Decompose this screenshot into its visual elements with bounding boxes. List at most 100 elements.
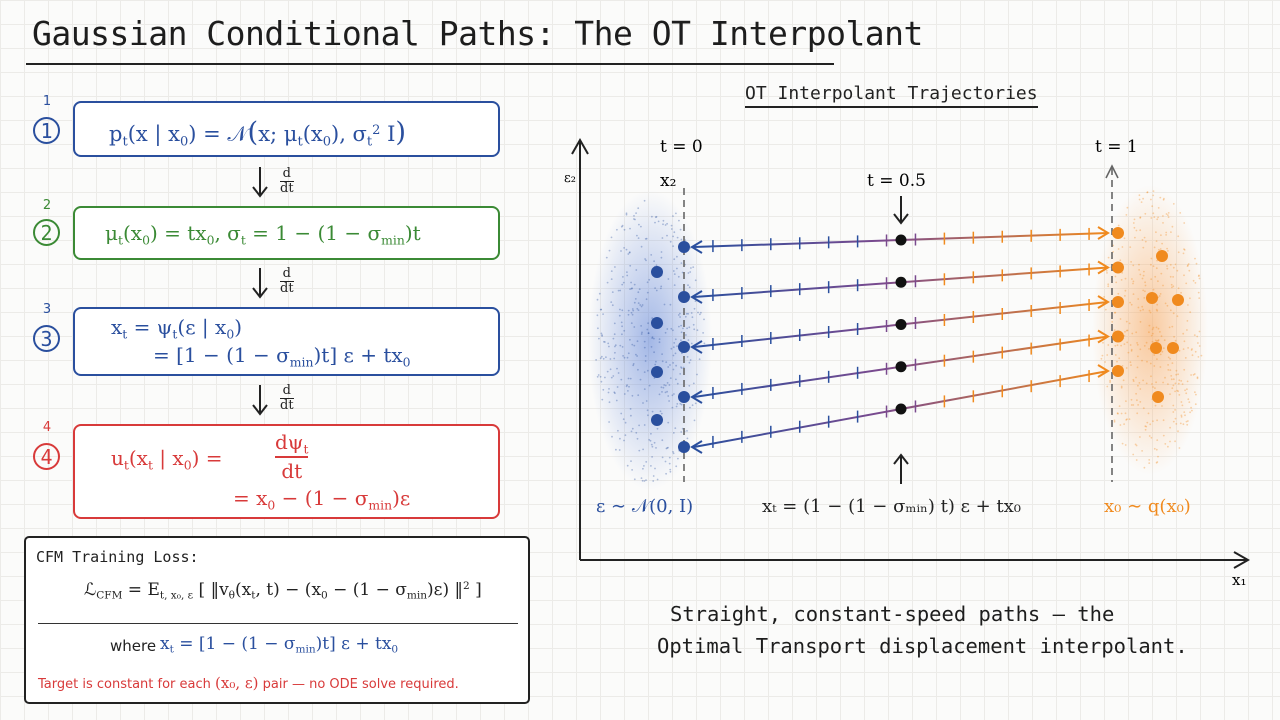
target-speckle: [1180, 380, 1183, 382]
target-speckle: [1159, 331, 1161, 333]
source-speckle: [639, 304, 642, 306]
source-speckle: [614, 266, 616, 268]
source-speckle: [635, 353, 637, 356]
target-speckle: [1198, 277, 1201, 280]
target-speckle: [1113, 311, 1116, 314]
source-speckle: [652, 480, 655, 482]
target-speckle: [1197, 356, 1200, 358]
target-speckle: [1188, 401, 1191, 403]
source-speckle: [615, 399, 618, 402]
source-speckle: [676, 382, 679, 385]
source-speckle: [648, 278, 651, 281]
source-speckle: [654, 216, 657, 219]
source-speckle: [643, 465, 645, 467]
target-speckle: [1139, 321, 1142, 323]
target-speckle: [1177, 430, 1179, 433]
target-speckle: [1155, 231, 1157, 234]
source-speckle: [654, 221, 656, 224]
target-speckle: [1170, 231, 1172, 233]
source-speckle: [660, 386, 663, 389]
target-speckle: [1144, 290, 1146, 293]
step-3-number: 3: [42, 302, 52, 317]
source-speckle: [650, 346, 653, 348]
target-speckle: [1137, 384, 1139, 387]
source-speckle: [676, 345, 678, 347]
target-speckle: [1194, 391, 1196, 394]
source-speckle: [674, 427, 677, 429]
source-cloud: [588, 190, 712, 490]
source-speckle: [614, 392, 616, 395]
target-speckle: [1119, 259, 1122, 262]
target-speckle: [1170, 378, 1173, 381]
target-speckle: [1169, 369, 1172, 371]
target-speckle: [1177, 390, 1179, 393]
source-speckle: [634, 298, 637, 300]
source-speckle: [675, 465, 678, 468]
source-speckle: [596, 375, 599, 378]
target-speckle: [1155, 326, 1158, 329]
target-speckle: [1144, 425, 1147, 427]
source-speckle: [612, 337, 615, 340]
source-speckle: [660, 285, 663, 288]
source-speckle: [692, 323, 695, 326]
target-speckle: [1143, 466, 1146, 469]
target-speckle: [1182, 348, 1185, 350]
derivative-label-1: d dt: [280, 166, 294, 196]
target-speckle: [1125, 329, 1128, 332]
target-speckle: [1113, 420, 1116, 423]
target-speckle: [1138, 269, 1140, 271]
target-speckle: [1129, 344, 1132, 346]
target-speckle: [1181, 404, 1184, 407]
source-speckle: [655, 447, 657, 449]
source-speckle: [654, 287, 656, 289]
arrowhead-right: [1097, 295, 1110, 309]
source-speckle: [655, 360, 657, 363]
source-speckle: [666, 390, 668, 393]
target-speckle: [1100, 357, 1103, 360]
target-speckle: [1131, 278, 1133, 280]
target-speckle: [1198, 330, 1201, 333]
equation-box-2: μt(x0) = tx0, σt = 1 − (1 − σmin)t: [73, 206, 500, 260]
source-speckle: [680, 331, 683, 334]
source-speckle: [682, 327, 684, 330]
source-speckle: [651, 215, 653, 218]
source-speckle: [670, 327, 673, 330]
midpoint: [895, 276, 907, 288]
source-speckle: [698, 358, 701, 361]
target-speckle: [1189, 311, 1192, 314]
target-speckle: [1153, 447, 1156, 450]
target-speckle: [1155, 381, 1157, 384]
source-speckle: [637, 368, 639, 371]
target-speckle: [1183, 249, 1186, 251]
equation-4-line-2: = x0 − (1 − σmin)ε: [233, 486, 411, 513]
source-speckle: [619, 437, 621, 440]
source-speckle: [597, 327, 599, 330]
target-speckle: [1150, 436, 1153, 439]
source-speckle: [631, 394, 634, 397]
target-speckle: [1145, 425, 1148, 428]
target-speckle: [1135, 331, 1138, 334]
source-speckle: [620, 225, 623, 228]
source-speckle: [642, 402, 644, 404]
source-speckle: [665, 447, 668, 450]
source-speckle: [661, 360, 664, 363]
source-speckle: [680, 339, 682, 342]
target-speckle: [1124, 295, 1126, 297]
source-speckle: [643, 388, 646, 390]
source-speckle: [606, 370, 609, 373]
target-speckle: [1141, 305, 1144, 308]
source-speckle: [617, 289, 620, 292]
target-speckle: [1178, 447, 1181, 449]
source-speckle: [619, 289, 622, 292]
source-speckle: [607, 342, 610, 345]
source-speckle: [688, 384, 691, 387]
target-speckle: [1124, 444, 1127, 446]
source-point: [678, 291, 690, 303]
source-speckle: [622, 355, 624, 357]
source-speckle: [651, 336, 654, 338]
source-speckle: [621, 325, 623, 328]
equation-2: μt(x0) = tx0, σt = 1 − (1 − σmin)t: [105, 221, 421, 248]
target-speckle: [1175, 423, 1178, 425]
target-speckle: [1159, 293, 1162, 295]
target-speckle: [1124, 277, 1127, 280]
